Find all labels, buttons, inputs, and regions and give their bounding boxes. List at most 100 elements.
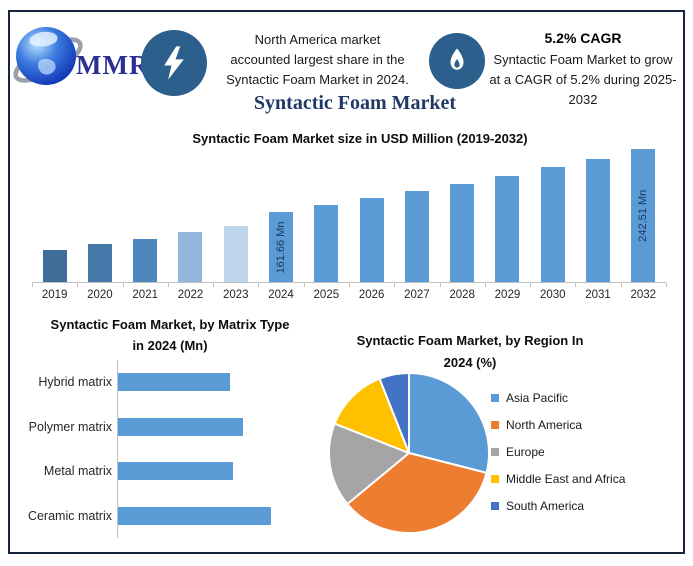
axis-tick [575,283,577,287]
bar-2031 [586,158,611,282]
cagr-title: 5.2% CAGR [544,30,622,46]
note-line: Syntactic Foam Market in 2024. [226,72,409,87]
bar-slot-2027 [394,142,439,282]
axis-tick [303,283,305,287]
mmr-globe-icon [13,27,83,85]
legend-swatch-north-america [491,421,499,429]
bar-2020 [87,244,112,282]
pie-slice-north-america [346,452,488,534]
x-axis-label-2032: 2032 [630,289,657,301]
matrix-chart-title: Syntactic Foam Market, by Matrix Type in… [15,314,325,356]
bar-slot-2026 [349,142,394,282]
axis-tick [394,283,396,287]
pie-slice-europe [328,422,410,505]
matrix-row-polymer-matrix: Polymer matrix [18,404,318,449]
bar-2032: 242.51 Mn [631,149,656,282]
legend-label: South America [506,499,585,513]
region-pie-chart [328,372,490,534]
axis-tick [620,283,622,287]
bar-slot-2029 [485,142,530,282]
matrix-chart-title-line: in 2024 (Mn) [132,338,208,353]
main-chart-title: Syntactic Foam Market size in USD Millio… [192,131,528,146]
bar-slot-2031 [575,142,620,282]
legend-label: Europe [506,445,545,459]
matrix-bar-polymer-matrix [118,417,243,436]
bar-slot-2023 [213,142,258,282]
matrix-row-metal-matrix: Metal matrix [18,449,318,494]
note-line: North America market [254,32,381,47]
x-axis-label-2024: 2024 [268,289,294,301]
bar-2026 [359,198,384,282]
legend-swatch-asia-pacific [491,394,499,402]
bar-2022 [178,232,203,282]
x-axis-label-2026: 2026 [358,289,385,301]
bar-2027 [404,191,429,282]
x-axis-label-2025: 2025 [313,289,340,301]
matrix-row-ceramic-matrix: Ceramic matrix [18,493,318,538]
pie-chart-title-line: 2024 (%) [443,355,497,370]
axis-tick [439,283,441,287]
axis-tick [77,283,79,287]
flame-glyph [450,48,464,70]
axis-tick [349,283,350,287]
pie-chart-title-line: Syntactic Foam Market, by Region In [356,333,584,348]
note-line: accounted largest share in the [230,52,405,67]
matrix-category-label: Metal matrix [43,464,112,479]
bar-slot-2028 [440,142,485,282]
legend-item-asia-pacific: Asia Pacific [491,391,625,405]
bar-2030 [540,167,565,282]
x-axis-label-2022: 2022 [177,289,204,301]
axis-tick [258,283,260,287]
x-axis-label-2019: 2019 [41,289,68,301]
bar-slot-2021 [123,142,168,282]
matrix-bar-area [117,493,318,538]
lightning-bolt-glyph [164,46,184,80]
legend-item-europe: Europe [491,445,625,459]
bar-2025 [314,205,339,282]
bar-2023 [223,225,248,282]
legend-swatch-south-america [491,502,499,510]
legend-item-north-america: North America [491,418,625,432]
matrix-bar-area [117,360,318,405]
bar-slot-2024: 161.66 Mn [258,142,303,282]
pie-slice-middle-east-and-africa [333,377,410,454]
x-axis-label-2021: 2021 [132,289,158,301]
x-axis-label-2023: 2023 [222,289,249,301]
x-axis-label-2031: 2031 [585,289,611,301]
legend-item-middle-east-and-africa: Middle East and Africa [491,472,625,486]
bar-slot-2025 [304,142,349,282]
bar-value-label-2024: 161.66 Mn [275,220,288,273]
legend-label: Middle East and Africa [506,472,626,486]
legend-label: Asia Pacific [506,391,569,405]
matrix-bar-hybrid-matrix [118,373,231,392]
pie-legend: Asia Pacific North America Europe Middle Ea… [491,391,625,526]
matrix-chart-title-line: Syntactic Foam Market, by Matrix Type [50,317,290,332]
bar-value-label-2032: 242.51 Mn [637,189,650,242]
north-america-note: North America market accounted largest s… [205,30,430,90]
bar-2021 [133,238,158,282]
bar-slot-2030 [530,142,575,282]
note-line: Syntactic Foam Market to grow [493,52,673,67]
x-axis-label-2027: 2027 [404,289,430,301]
axis-tick [666,283,667,287]
axis-tick [484,283,486,287]
bar-2019 [42,249,67,282]
legend-swatch-middle-east-and-africa [491,475,499,483]
matrix-bar-ceramic-matrix [118,506,271,525]
bar-slot-2019 [32,142,77,282]
pie-slice-south-america [378,372,410,454]
x-axis-label-2020: 2020 [87,289,113,301]
legend-label: North America [506,418,583,432]
logo-text: MMR [76,50,150,80]
legend-swatch-europe [491,448,499,456]
pie-slice-asia-pacific [408,372,490,474]
bar-2024: 161.66 Mn [269,211,294,282]
matrix-bar-area [117,449,318,494]
bar-2028 [450,183,475,282]
market-size-bar-chart: 161.66 Mn 242.51 Mn [32,142,666,283]
axis-tick [213,283,215,287]
flame-icon [429,33,485,89]
matrix-bar-area [117,404,318,449]
axis-tick [530,283,532,287]
